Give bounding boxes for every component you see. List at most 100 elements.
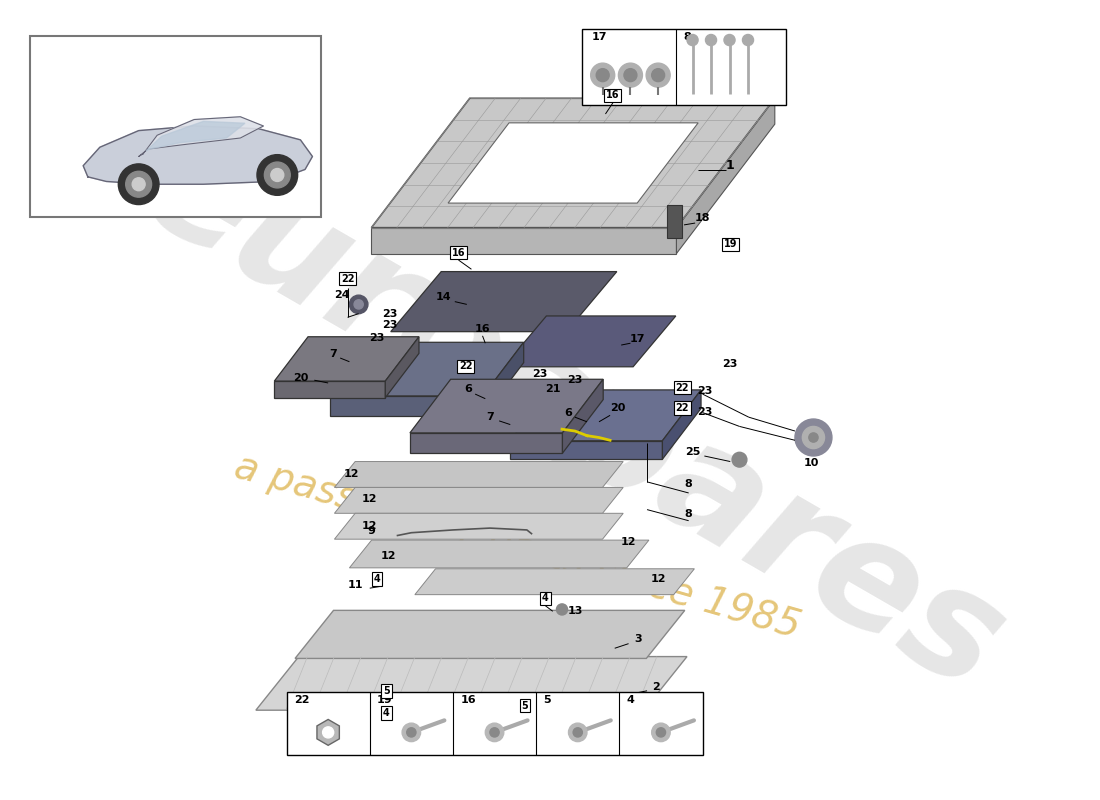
Polygon shape [662,390,701,459]
Text: 25: 25 [685,447,701,458]
Text: 22: 22 [459,362,473,371]
Circle shape [490,728,499,737]
Circle shape [573,728,582,737]
Circle shape [350,295,367,314]
Polygon shape [390,271,617,332]
Text: 22: 22 [675,403,689,413]
Text: 23: 23 [568,375,583,385]
Text: 6: 6 [464,385,472,394]
Bar [287,692,703,754]
Text: 8: 8 [685,478,693,489]
Polygon shape [334,487,624,514]
Circle shape [651,723,670,742]
Circle shape [688,34,698,46]
Text: 14: 14 [436,292,451,302]
Polygon shape [146,122,245,151]
Polygon shape [676,98,774,254]
Text: 23: 23 [370,333,385,342]
Text: 1: 1 [726,159,735,172]
Text: 20: 20 [293,374,308,383]
Circle shape [724,34,735,46]
Text: a passion for parts since 1985: a passion for parts since 1985 [230,447,805,646]
Bar [582,29,785,105]
Circle shape [271,169,284,182]
Polygon shape [330,396,483,416]
Text: 13: 13 [568,606,583,616]
Polygon shape [668,205,682,238]
Circle shape [651,69,664,82]
Text: 23: 23 [696,406,712,417]
Text: 23: 23 [696,386,712,396]
Text: 12: 12 [650,574,666,584]
Polygon shape [372,228,676,254]
Polygon shape [274,381,385,398]
Polygon shape [372,98,774,228]
Text: 18: 18 [695,214,711,223]
Circle shape [257,154,298,195]
Text: 17: 17 [630,334,646,344]
Text: 12: 12 [362,522,377,531]
Text: 16: 16 [452,248,465,258]
Circle shape [119,164,160,205]
Polygon shape [334,514,624,539]
Text: 11: 11 [348,581,364,590]
Text: 17: 17 [592,32,607,42]
Circle shape [808,433,818,442]
Text: 21: 21 [544,385,561,394]
Text: 23: 23 [532,369,548,378]
Circle shape [569,723,587,742]
Circle shape [618,63,642,87]
Text: 6: 6 [564,407,572,418]
Polygon shape [139,117,263,157]
Text: 5: 5 [521,701,528,710]
Circle shape [802,426,825,449]
Polygon shape [483,342,524,416]
Text: 7: 7 [329,350,337,359]
Text: 16: 16 [606,90,619,101]
Text: 10: 10 [804,458,820,468]
Polygon shape [334,462,624,487]
Text: 3: 3 [634,634,641,644]
Circle shape [485,723,504,742]
Text: 12: 12 [362,494,377,503]
Circle shape [557,604,568,615]
Polygon shape [317,719,340,746]
Text: 7: 7 [486,412,494,422]
Circle shape [322,727,333,738]
Text: 22: 22 [294,695,309,705]
Polygon shape [385,337,419,398]
Polygon shape [295,610,685,658]
Polygon shape [510,441,662,459]
Text: 22: 22 [341,274,354,283]
Circle shape [132,178,145,190]
Text: 22: 22 [675,382,689,393]
Text: 16: 16 [475,324,491,334]
Polygon shape [510,390,701,441]
Text: 4: 4 [627,695,635,705]
Polygon shape [330,342,524,396]
Circle shape [657,728,665,737]
Circle shape [646,63,670,87]
Text: 12: 12 [343,470,359,479]
Circle shape [705,34,716,46]
Polygon shape [504,316,675,366]
Text: 23: 23 [723,359,738,370]
Circle shape [624,69,637,82]
Polygon shape [350,540,649,568]
Text: 8: 8 [685,510,693,519]
Circle shape [591,63,615,87]
Polygon shape [274,337,419,381]
Text: 5: 5 [543,695,551,705]
Text: 19: 19 [724,239,737,250]
Text: 4: 4 [383,708,389,718]
Polygon shape [448,123,698,203]
Text: 8: 8 [683,32,691,42]
Polygon shape [256,657,688,710]
Text: 9: 9 [367,526,375,536]
Text: 23: 23 [383,309,398,318]
Circle shape [354,300,363,309]
Polygon shape [84,126,312,184]
Text: 2: 2 [652,682,660,692]
Circle shape [125,171,152,197]
Text: 24: 24 [334,290,350,300]
